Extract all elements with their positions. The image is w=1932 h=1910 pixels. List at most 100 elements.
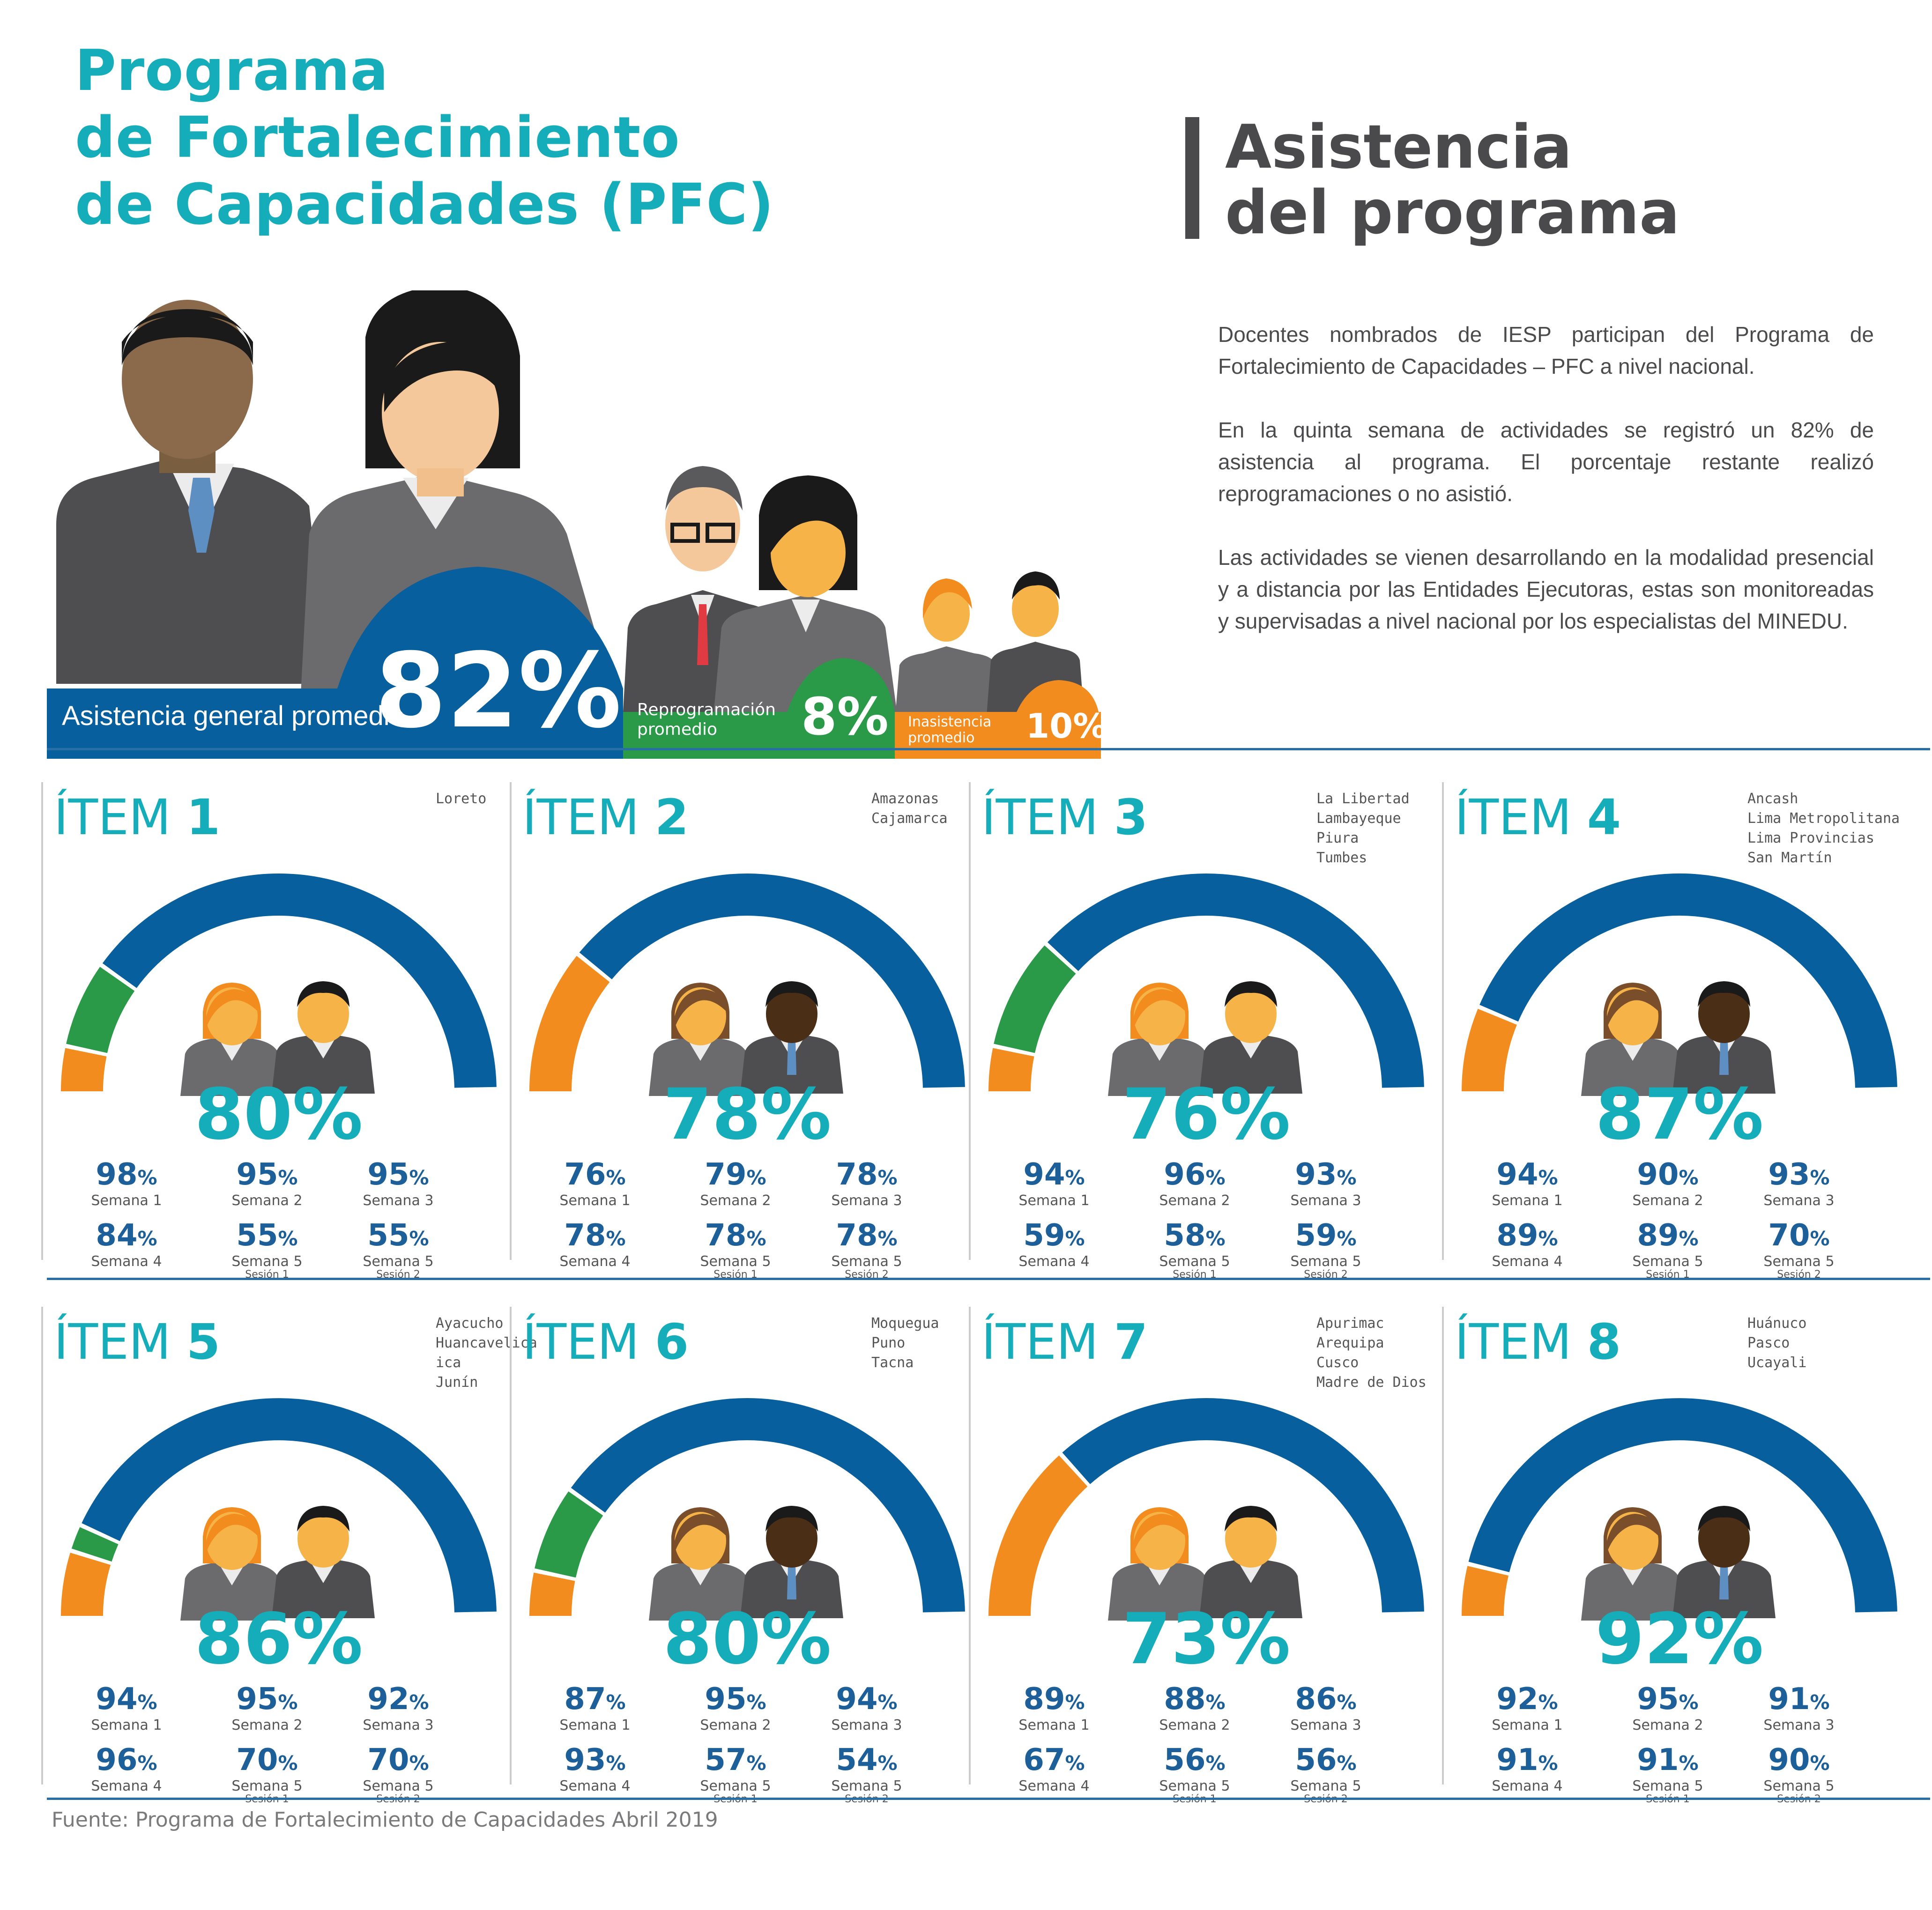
item-word: ÍTEM xyxy=(54,789,186,846)
item-number: 1 xyxy=(186,789,221,846)
gauge-segment-reprogramacion xyxy=(71,1527,119,1562)
attendance-gauge xyxy=(529,1398,965,1621)
attendance-gauge xyxy=(1462,1398,1897,1621)
region-name: Cajamarca xyxy=(871,810,948,827)
item-number: 2 xyxy=(654,789,689,846)
item-word: ÍTEM xyxy=(981,1313,1114,1370)
weekly-stat-pct: % xyxy=(1810,1227,1830,1250)
weekly-stat-label: Semana 5 xyxy=(1632,1253,1703,1270)
asistencia-label: Asistencia general promedio xyxy=(62,701,405,731)
person-hair-front xyxy=(1134,1514,1186,1553)
weekly-stat-pct: % xyxy=(1538,1752,1558,1775)
weekly-stat-label: Semana 5 xyxy=(1290,1778,1361,1794)
person-body xyxy=(649,1035,752,1096)
person-woman-icon xyxy=(1581,983,1684,1096)
weekly-stat-pct: % xyxy=(1538,1227,1558,1250)
person-body xyxy=(272,1557,375,1618)
person-man-icon xyxy=(1672,981,1776,1094)
weekly-stat-label: Semana 1 xyxy=(1492,1192,1563,1209)
weekly-stat-pct: % xyxy=(1205,1752,1226,1775)
weekly-stat-pct: % xyxy=(1337,1227,1357,1250)
person-man-large-icon xyxy=(56,300,328,684)
person-hair xyxy=(765,981,818,1007)
weekly-stat-value: 93% xyxy=(1768,1157,1830,1192)
person-body xyxy=(1581,1035,1684,1096)
weekly-stat-pct: % xyxy=(877,1752,898,1775)
region-name: Lambayeque xyxy=(1316,810,1401,827)
weekly-stat-label: Semana 5 xyxy=(1159,1253,1230,1270)
gauge-segment-asistencia xyxy=(102,874,497,1088)
asistencia-bar xyxy=(47,688,623,759)
weekly-stat: 78% Semana 3 xyxy=(796,1159,937,1208)
weekly-stat-pct: % xyxy=(877,1166,898,1189)
gauge-segment-asistencia xyxy=(1479,873,1897,1088)
weekly-stat: 95% Semana 2 xyxy=(665,1684,806,1733)
person-body xyxy=(1108,1560,1211,1621)
weekly-stat-label: Semana 3 xyxy=(1290,1717,1361,1733)
weekly-stat: 78% Semana 5 Sesión 2 xyxy=(796,1220,937,1281)
weekly-stat: 89% Semana 5 Sesión 1 xyxy=(1598,1220,1738,1281)
weekly-stat-pct: % xyxy=(278,1691,298,1714)
item-number: 3 xyxy=(1114,789,1148,846)
item-title: ÍTEM 3 xyxy=(981,792,1148,843)
region-name: Piura xyxy=(1316,830,1359,846)
gauge-segment-inasistencia xyxy=(988,1048,1034,1092)
weekly-stat-label: Semana 4 xyxy=(91,1253,162,1270)
person-man-icon xyxy=(1672,1506,1776,1618)
person-hair xyxy=(1698,981,1750,1007)
weekly-stat-pct: % xyxy=(1205,1691,1226,1714)
reprogramacion-label: Reprogramación promedio xyxy=(637,700,776,740)
main-title-line-1: Programa xyxy=(75,38,389,104)
person-body xyxy=(180,1560,283,1621)
inasistencia-value: 10% xyxy=(1026,706,1107,746)
weekly-stat-value: 90% xyxy=(1768,1743,1830,1777)
weekly-stat-pct: % xyxy=(1679,1166,1699,1189)
person-face xyxy=(1698,985,1750,1043)
weekly-stat-label: Semana 2 xyxy=(1632,1192,1703,1209)
person-hair xyxy=(1225,981,1277,1007)
intro-text: Docentes nombrados de IESP participan de… xyxy=(1218,318,1874,669)
item-separator xyxy=(1442,782,1444,1260)
weekly-stat-pct: % xyxy=(1065,1227,1085,1250)
weekly-stat-value: 89% xyxy=(1496,1218,1558,1253)
weekly-stat-pct: % xyxy=(409,1752,429,1775)
weekly-stat-value: 95% xyxy=(236,1157,298,1192)
weekly-stat-label: Semana 2 xyxy=(231,1192,303,1209)
weekly-stat-label: Semana 5 xyxy=(231,1778,303,1794)
weekly-stat-label: Semana 3 xyxy=(1290,1192,1361,1209)
weekly-stat-value: 57% xyxy=(705,1743,766,1777)
item-total-pct: 80% xyxy=(663,1599,832,1680)
weekly-stat-value: 98% xyxy=(96,1157,157,1192)
person-woman-icon xyxy=(1581,1507,1684,1621)
item-title: ÍTEM 7 xyxy=(981,1316,1148,1368)
weekly-stat-value: 96% xyxy=(96,1743,157,1777)
weekly-stat-value: 87% xyxy=(564,1682,626,1717)
item-regions: Loreto xyxy=(436,789,486,809)
weekly-stat-label: Semana 5 xyxy=(700,1253,771,1270)
person-hair-front xyxy=(206,1514,258,1553)
weekly-stat: 78% Semana 5 Sesión 1 xyxy=(665,1220,806,1281)
gauge-segment-inasistencia xyxy=(529,1572,575,1616)
gauge-segment-asistencia xyxy=(1048,874,1424,1088)
person-face xyxy=(766,1510,817,1568)
person-body xyxy=(1199,1033,1302,1094)
person-tie xyxy=(1719,1040,1729,1075)
item-word: ÍTEM xyxy=(981,789,1114,846)
gauge-segment-inasistencia xyxy=(988,1455,1088,1616)
weekly-stat-pct: % xyxy=(1065,1166,1085,1189)
region-name: Moquegua xyxy=(871,1315,939,1332)
gauge-segment-inasistencia xyxy=(1462,1566,1509,1616)
item-regions: Ancash Lima Metropolitana Lima Provincias S… xyxy=(1747,789,1900,868)
weekly-stat: 67% Semana 4 xyxy=(984,1745,1124,1794)
weekly-stat-value: 76% xyxy=(564,1157,626,1192)
weekly-stat-label: Semana 3 xyxy=(831,1717,902,1733)
item-title: ÍTEM 8 xyxy=(1455,1316,1621,1368)
weekly-stat-pct: % xyxy=(137,1227,157,1250)
weekly-stat-value: 59% xyxy=(1295,1218,1357,1253)
person-face xyxy=(297,985,349,1043)
weekly-stat-label: Semana 5 xyxy=(700,1778,771,1794)
person-man-icon xyxy=(740,981,843,1094)
weekly-stat-pct: % xyxy=(1810,1691,1830,1714)
